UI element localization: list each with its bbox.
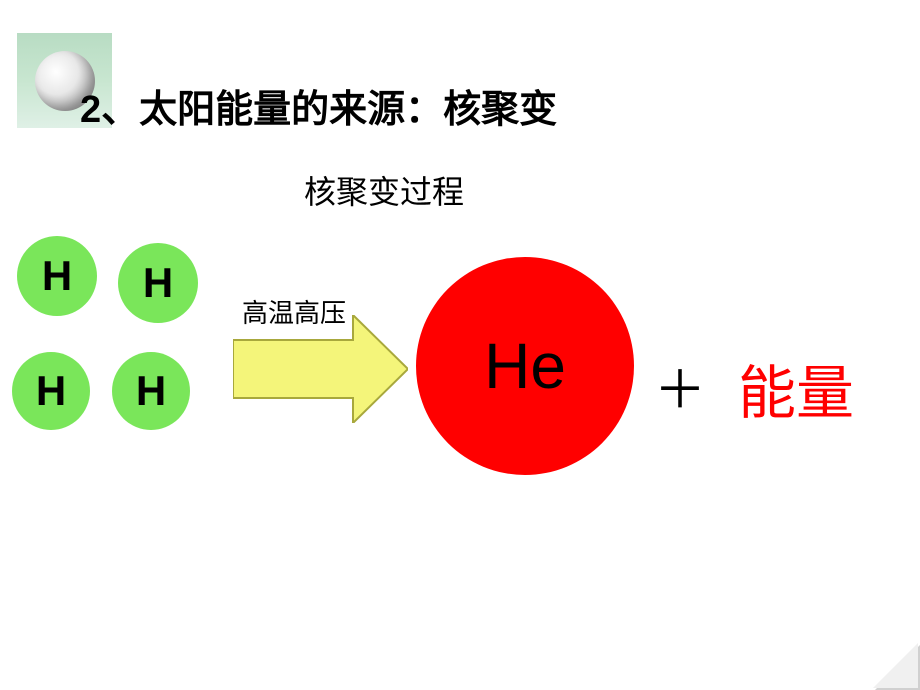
page-corner	[875, 645, 920, 690]
helium-label: He	[484, 329, 566, 403]
hydrogen-atom-4: H	[112, 352, 190, 430]
hydrogen-atom-3: H	[12, 352, 90, 430]
page-title: 2、太阳能量的来源：核聚变	[80, 78, 557, 133]
reaction-arrow	[233, 315, 408, 428]
hydrogen-atom-2: H	[118, 243, 198, 323]
energy-label: 能量	[738, 346, 854, 430]
subtitle: 核聚变过程	[304, 167, 464, 213]
plus-sign: ＋	[654, 348, 706, 423]
hydrogen-atom-1: H	[17, 236, 97, 316]
helium-atom: He	[416, 257, 634, 475]
